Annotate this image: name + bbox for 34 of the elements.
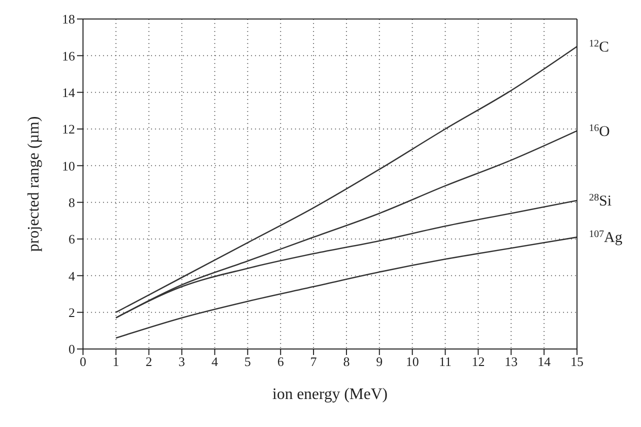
x-tick-label: 6 bbox=[277, 354, 284, 370]
y-tick-label: 6 bbox=[68, 232, 76, 247]
x-tick-label: 12 bbox=[472, 354, 485, 370]
y-tick-label: 10 bbox=[62, 158, 75, 174]
x-tick-label: 5 bbox=[244, 354, 251, 370]
y-tick-label: 8 bbox=[68, 194, 75, 210]
x-tick-label: 14 bbox=[538, 354, 552, 370]
y-tick-label: 14 bbox=[62, 84, 76, 100]
x-tick-label: 9 bbox=[376, 354, 383, 370]
x-tick-label: 3 bbox=[178, 354, 186, 370]
series-label: $^{12}$C bbox=[589, 38, 610, 56]
line-series bbox=[115, 236, 577, 339]
x-tick-label: 15 bbox=[570, 354, 584, 370]
x-tick-label: 11 bbox=[439, 354, 452, 370]
x-tick-label: 13 bbox=[504, 354, 518, 370]
x-tick-label: 4 bbox=[211, 354, 218, 370]
series-label: $^{16}$O bbox=[589, 122, 610, 140]
y-tick-label: 16 bbox=[62, 48, 76, 64]
y-tick-label: 18 bbox=[62, 12, 75, 27]
x-tick-label: 10 bbox=[406, 354, 419, 370]
series-label: $^{107}$Ag bbox=[589, 228, 623, 246]
x-tick-label: 7 bbox=[310, 354, 318, 370]
y-tick-label: 2 bbox=[68, 304, 75, 320]
series-label: $^{28}$Si bbox=[589, 192, 612, 210]
y-axis-title: projected range (µm) bbox=[26, 116, 43, 252]
line-series bbox=[115, 46, 577, 313]
y-tick-label: 4 bbox=[68, 268, 76, 284]
y-tick-label: 0 bbox=[68, 342, 75, 357]
x-tick-label: 0 bbox=[80, 354, 86, 370]
y-tick-label: 12 bbox=[62, 122, 75, 137]
x-axis-title: ion energy (MeV) bbox=[272, 386, 388, 403]
x-tick-label: 1 bbox=[112, 354, 120, 370]
x-tick-label: 2 bbox=[146, 354, 152, 370]
x-tick-label: 8 bbox=[343, 354, 350, 370]
